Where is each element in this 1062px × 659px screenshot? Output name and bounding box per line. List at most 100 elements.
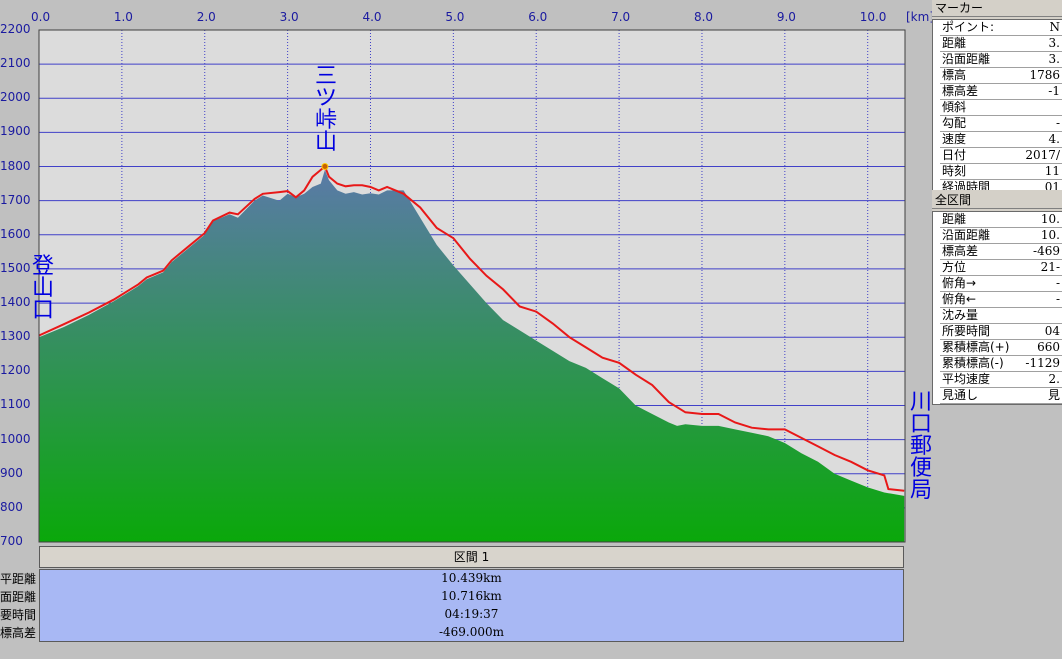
panel-row: 速度 4. [940, 132, 1062, 148]
panel-row-value: 3. [1048, 36, 1060, 50]
y-tick-label: 2000 [0, 90, 31, 105]
elapsed-time-value: 04:19:37 [444, 607, 499, 621]
panel-row-key: 勾配 [942, 116, 967, 130]
y-tick-label: 800 [0, 499, 23, 514]
panel-row-value: 見 [1047, 388, 1060, 402]
terrain-area [39, 169, 905, 542]
x-tick-label: 1.0 [113, 10, 133, 24]
panel-row: 距離 10. [940, 212, 1062, 228]
peak-marker-icon[interactable] [321, 163, 329, 170]
panel-row-key: 方位 [942, 260, 967, 274]
panel-row: 沿面距離 3. [940, 52, 1062, 68]
panel-row-key: 俯角→ [942, 276, 977, 290]
elevation-profile-chart[interactable] [0, 0, 1062, 545]
total-panel-title: 全区間 [932, 192, 1062, 209]
x-tick-label: 5.0 [445, 10, 465, 24]
y-tick-label: 2100 [0, 56, 31, 71]
panel-row-key: 俯角← [942, 292, 977, 306]
panel-row-key: 沿面距離 [942, 228, 991, 242]
x-tick-label: 9.0 [776, 10, 796, 24]
panel-row: 標高 1786 [940, 68, 1062, 84]
elapsed-time-label: 所要時間 [0, 608, 36, 622]
panel-row: 所要時間 04 [940, 324, 1062, 340]
panel-row-value: -1129 [1025, 356, 1060, 370]
panel-row: 見通し 見 [940, 388, 1062, 404]
panel-row-key: 標高 [942, 68, 967, 82]
panel-row-value: 21- [1040, 260, 1060, 274]
panel-row-value: 2. [1048, 372, 1060, 386]
panel-row: 勾配 - [940, 116, 1062, 132]
y-tick-label: 1200 [0, 363, 31, 378]
y-tick-label: 1900 [0, 124, 31, 139]
panel-row-key: 累積標高(+) [942, 340, 1010, 354]
start-label: 登山口 [31, 254, 54, 323]
horizontal-distance-value: 10.439km [441, 571, 502, 585]
panel-row: 俯角← - [940, 292, 1062, 308]
panel-row-value: - [1055, 276, 1060, 290]
panel-row-key: 累積標高(-) [942, 356, 1004, 370]
x-tick-label: 0.0 [31, 10, 51, 24]
panel-row-key: 所要時間 [942, 324, 991, 338]
y-tick-label: 1700 [0, 192, 31, 207]
panel-row: 時刻 11 [940, 164, 1062, 180]
panel-row: 距離 3. [940, 36, 1062, 52]
x-tick-label: 3.0 [279, 10, 299, 24]
marker-panel-title: マーカー [932, 0, 1062, 17]
y-tick-label: 1600 [0, 226, 31, 241]
panel-row-key: 見通し [942, 388, 979, 402]
track-line [38, 164, 905, 492]
y-tick-label: 1400 [0, 295, 31, 310]
panel-row-value: 660 [1037, 340, 1060, 354]
end-label: 川口郵便局 [909, 390, 932, 503]
total-panel-rows: 距離 10. 沿面距離 10. 標高差 -469 方位 21- 俯角→ - 俯角← - 沈み量 所要時間 0… [932, 211, 1062, 405]
y-tick-label: 900 [0, 465, 23, 480]
elevation-diff-value: -469.000m [438, 625, 505, 639]
panel-row: 沈み量 [940, 308, 1062, 324]
panel-row-key: ポイント: [942, 20, 995, 34]
panel-row-key: 平均速度 [942, 372, 991, 386]
panel-row-value: 11 [1044, 164, 1060, 178]
panel-row-key: 傾斜 [942, 100, 967, 114]
panel-row-key: 日付 [942, 148, 967, 162]
elevation-diff-label: 標高差 [0, 626, 36, 640]
x-axis-unit: [km] [906, 10, 935, 24]
y-tick-label: 1500 [0, 260, 31, 275]
panel-row-key: 沿面距離 [942, 52, 991, 66]
panel-row-value: 04 [1044, 324, 1060, 338]
panel-row-value: 10. [1040, 212, 1060, 226]
section-summary: 10.439km 10.716km 04:19:37 -469.000m [39, 569, 904, 642]
surface-distance-value: 10.716km [441, 589, 502, 603]
panel-row-value: 2017/ [1025, 148, 1060, 162]
surface-distance-label: 沿面距離 [0, 590, 36, 604]
panel-row-value: N [1049, 20, 1061, 34]
panel-row: 標高差 -1 [940, 84, 1062, 100]
plot-frame [38, 29, 906, 543]
panel-row-key: 標高差 [942, 84, 979, 98]
panel-row: 沿面距離 10. [940, 228, 1062, 244]
y-tick-label: 1100 [0, 397, 31, 412]
x-tick-label: 10.0 [859, 10, 887, 24]
x-tick-label: 8.0 [693, 10, 714, 24]
panel-row-value: 4. [1048, 132, 1060, 146]
panel-row-key: 距離 [942, 36, 967, 50]
panel-row-value: -469 [1033, 244, 1060, 258]
y-tick-label: 1300 [0, 329, 31, 344]
panel-row-value: 1786 [1029, 68, 1060, 82]
x-tick-label: 6.0 [528, 10, 548, 24]
panel-row-value: - [1055, 292, 1060, 306]
panel-row: 傾斜 [940, 100, 1062, 116]
panel-row-value: - [1055, 116, 1060, 130]
panel-row: 累積標高(-) -1129 [940, 356, 1062, 372]
y-tick-label: 1000 [0, 431, 31, 446]
y-tick-label: 700 [0, 534, 23, 548]
marker-panel: マーカー ポイント: N 距離 3. 沿面距離 3. 標高 1786 標高差 -1 傾斜勾配 - 速度 4… [932, 0, 1062, 197]
section-header[interactable]: 区間 1 [39, 546, 904, 568]
panel-row-key: 標高差 [942, 244, 979, 258]
panel-row: 俯角→ - [940, 276, 1062, 292]
panel-row-value: 3. [1048, 52, 1060, 66]
x-tick-label: 4.0 [362, 10, 382, 24]
panel-row-key: 速度 [942, 132, 967, 146]
panel-row-value: -1 [1048, 84, 1060, 98]
panel-row-value: 10. [1040, 228, 1060, 242]
panel-row: 累積標高(+) 660 [940, 340, 1062, 356]
